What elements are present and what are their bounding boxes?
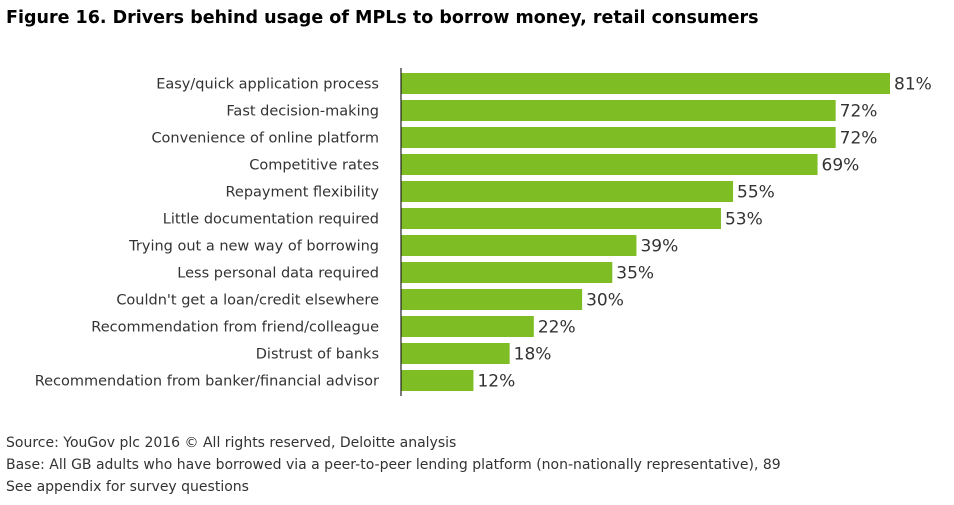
bar-chart: Easy/quick application process 81% Fast de… (35, 68, 932, 396)
category-label: Couldn't get a loan/credit elsewhere (116, 293, 379, 309)
base-note: Base: All GB adults who have borrowed vi… (6, 457, 781, 473)
bar (401, 73, 890, 94)
bar (401, 181, 734, 202)
bar (401, 127, 836, 148)
category-label: Repayment flexibility (225, 185, 379, 201)
value-label: 39% (640, 237, 678, 257)
value-label: 72% (840, 129, 878, 149)
chart-notes: Source: YouGov plc 2016 © All rights res… (6, 432, 781, 498)
appendix-note: See appendix for survey questions (6, 479, 249, 495)
category-label: Less personal data required (177, 266, 379, 282)
bar (401, 154, 818, 175)
value-label: 12% (477, 372, 515, 392)
value-label: 55% (737, 183, 775, 203)
value-label: 72% (840, 102, 878, 122)
chart-title: Figure 16. Drivers behind usage of MPLs … (6, 8, 759, 28)
bar (401, 370, 474, 391)
category-label: Recommendation from friend/colleague (91, 320, 379, 336)
category-label: Convenience of online platform (151, 131, 379, 147)
value-label: 35% (616, 264, 654, 284)
value-label: 18% (514, 345, 552, 365)
bar (401, 235, 637, 256)
category-label: Distrust of banks (256, 347, 379, 363)
category-label: Recommendation from banker/financial adv… (35, 374, 379, 390)
bar (401, 262, 613, 283)
bars-layer: Easy/quick application process 81% Fast de… (35, 73, 932, 392)
value-label: 30% (586, 291, 624, 311)
bar (401, 208, 721, 229)
category-label: Trying out a new way of borrowing (128, 239, 379, 255)
value-label: 53% (725, 210, 763, 230)
category-label: Easy/quick application process (156, 77, 379, 93)
category-label: Competitive rates (249, 158, 379, 174)
value-label: 69% (822, 156, 860, 176)
bar (401, 343, 510, 364)
bar (401, 316, 534, 337)
source-note: Source: YouGov plc 2016 © All rights res… (6, 435, 457, 451)
bar (401, 289, 583, 310)
category-label: Fast decision-making (226, 104, 379, 120)
category-label: Little documentation required (163, 212, 379, 228)
value-label: 22% (538, 318, 576, 338)
bar (401, 100, 836, 121)
value-label: 81% (894, 75, 932, 95)
